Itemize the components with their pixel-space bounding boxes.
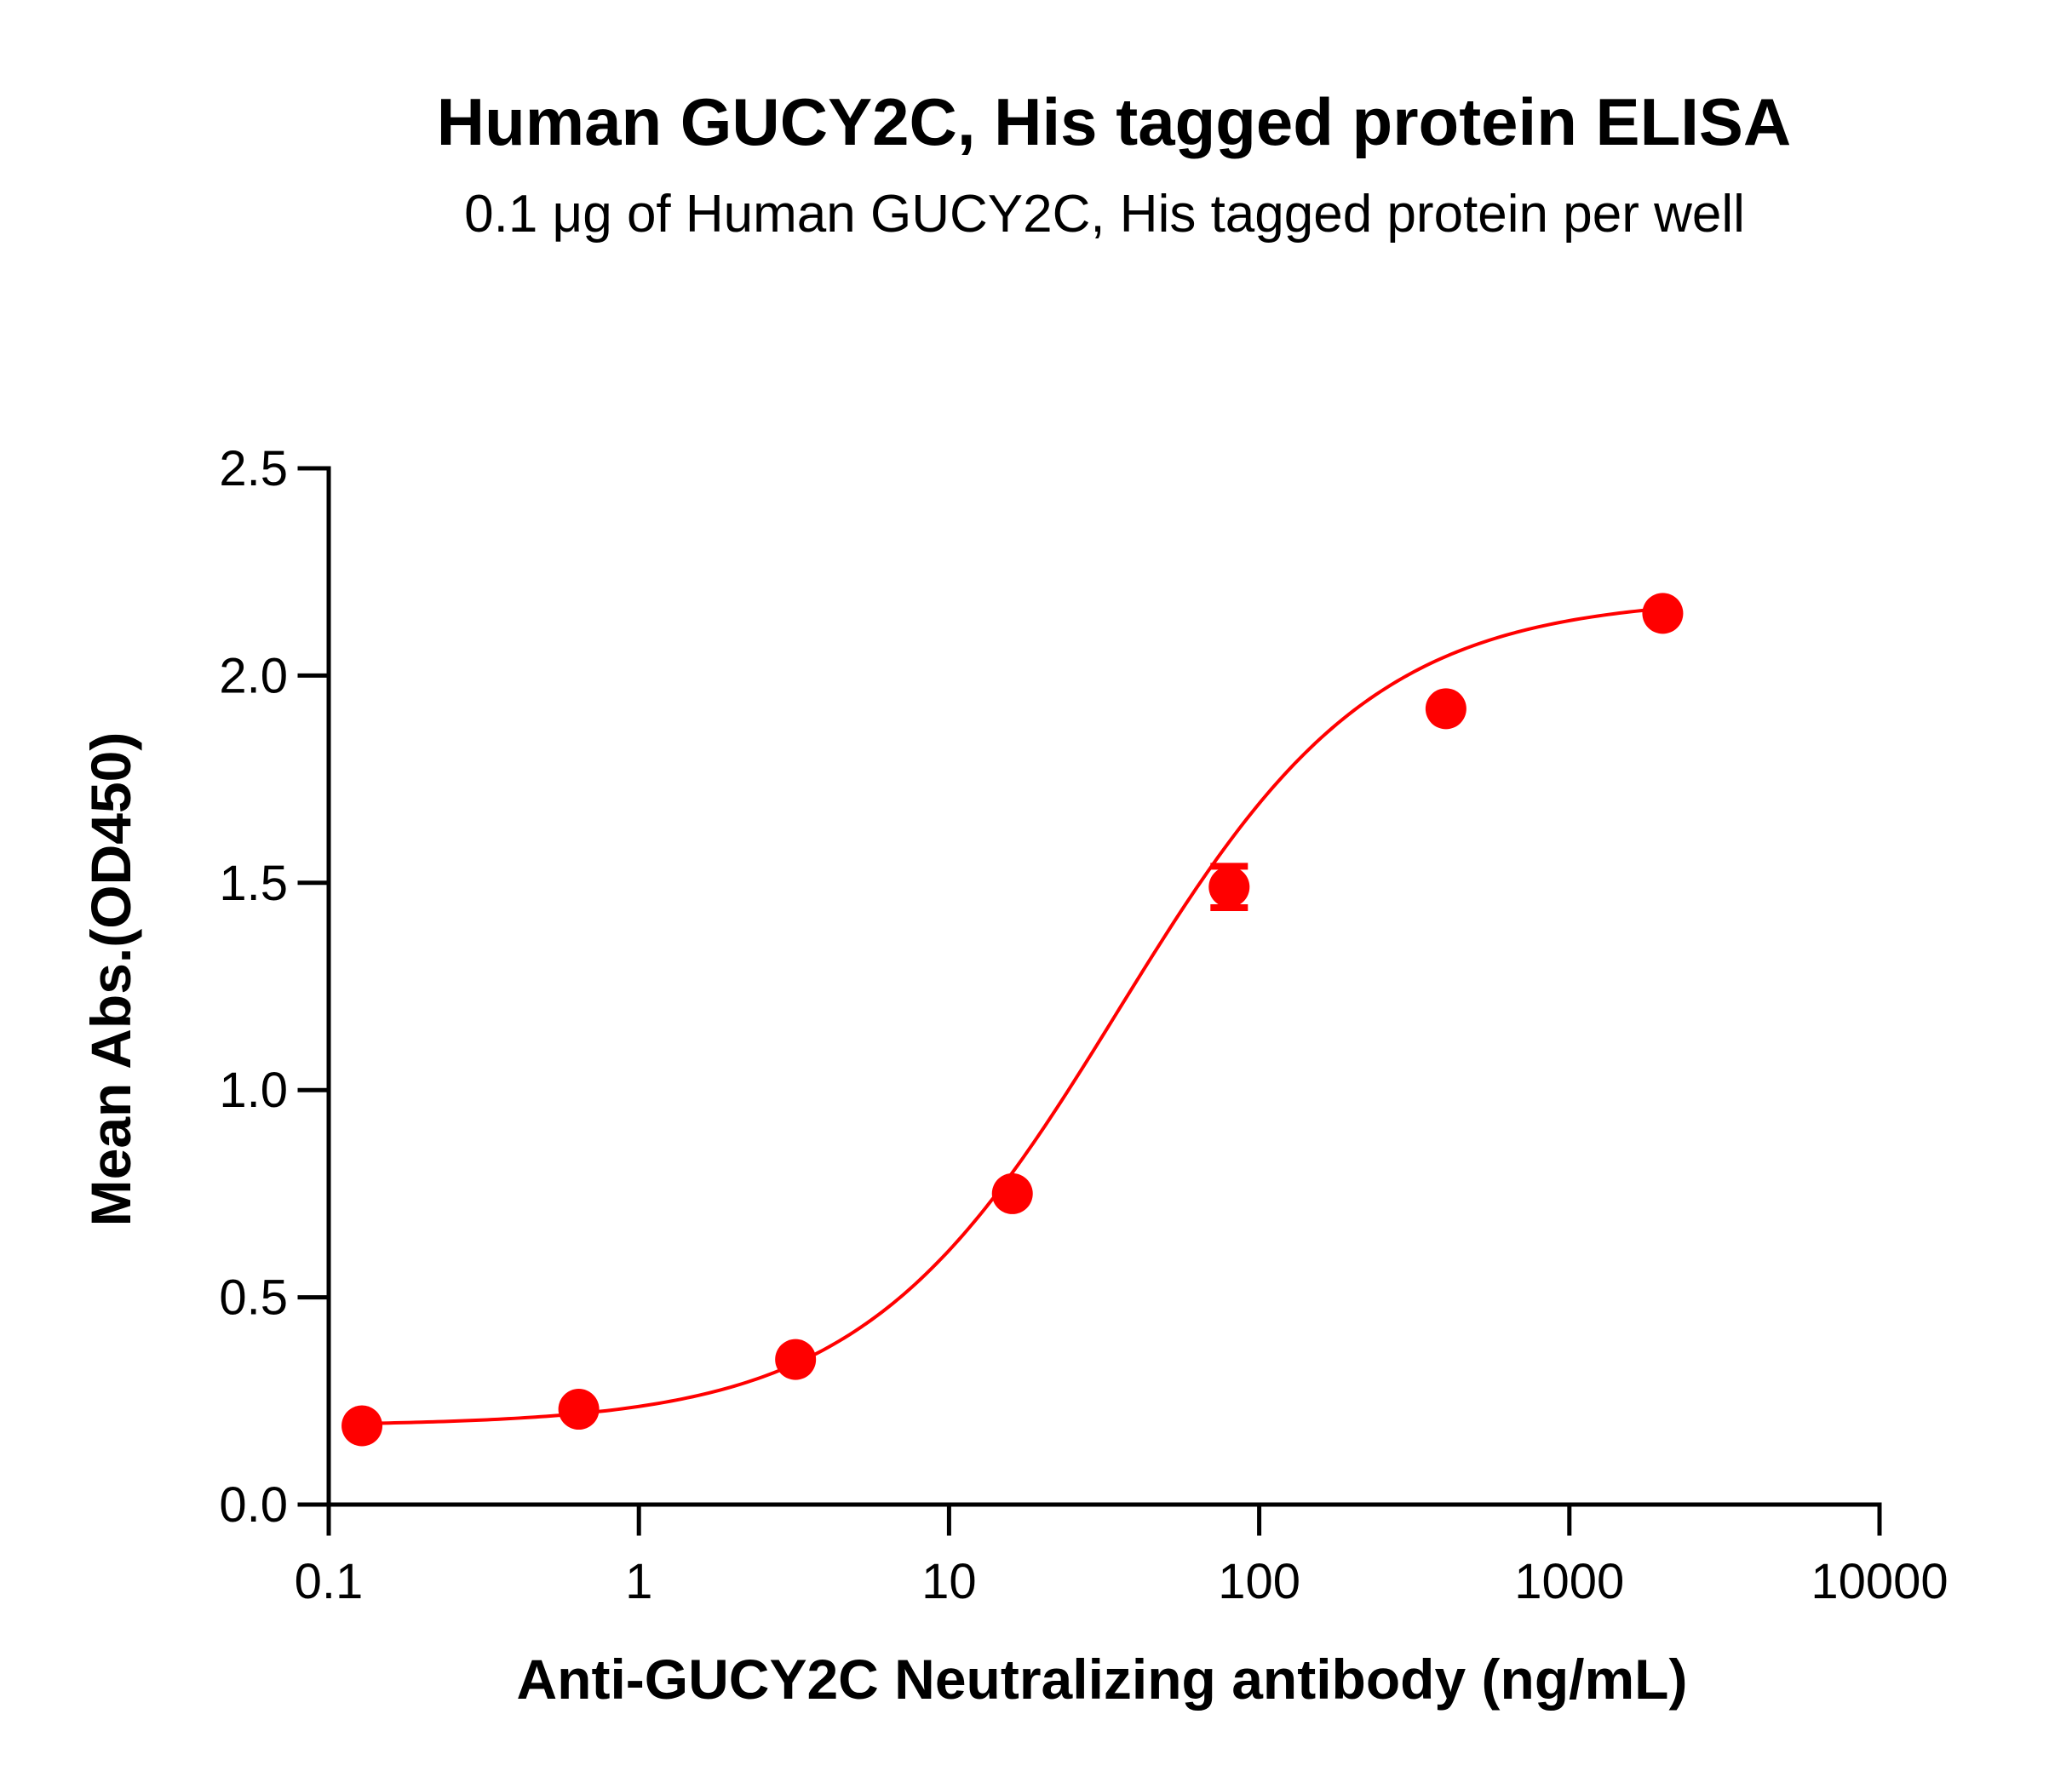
x-tick-label: 10000 xyxy=(1811,1554,1948,1609)
y-tick-label: 1.0 xyxy=(219,1063,288,1118)
data-point xyxy=(775,1339,817,1380)
chart-title: Human GUCY2C, His tagged protein ELISA xyxy=(437,84,1792,159)
x-tick-label: 1000 xyxy=(1514,1554,1624,1609)
x-tick-label: 0.1 xyxy=(295,1554,364,1609)
data-points-layer xyxy=(342,593,1684,1447)
y-tick-label: 0.5 xyxy=(219,1270,288,1326)
x-tick-label: 100 xyxy=(1218,1554,1300,1609)
y-tick-label: 0.0 xyxy=(219,1477,288,1533)
data-point xyxy=(991,1172,1033,1214)
y-tick-label: 2.0 xyxy=(219,648,288,703)
data-point xyxy=(342,1405,383,1447)
x-axis-title: Anti-GUCY2C Neutralizing antibody (ng/mL… xyxy=(517,1648,1688,1711)
tick-labels: 0.0 0.5 1.0 1.5 2.0 2.5 0.1 1 10 100 1000 10000 xyxy=(219,441,1948,1609)
data-point xyxy=(1425,688,1466,730)
x-tick-label: 1 xyxy=(625,1554,652,1609)
x-tick-label: 10 xyxy=(921,1554,977,1609)
axes xyxy=(297,466,1882,1536)
y-axis-title: Mean Abs.(OD450) xyxy=(79,732,142,1227)
data-point xyxy=(1642,593,1684,634)
y-tick-label: 1.5 xyxy=(219,856,288,911)
data-point xyxy=(558,1389,600,1430)
fit-curve-layer xyxy=(362,606,1663,1425)
y-tick-label: 2.5 xyxy=(219,441,288,496)
fit-curve xyxy=(362,606,1663,1425)
chart-subtitle: 0.1 μg of Human GUCY2C, His tagged prote… xyxy=(464,185,1745,244)
data-point xyxy=(1208,866,1250,908)
